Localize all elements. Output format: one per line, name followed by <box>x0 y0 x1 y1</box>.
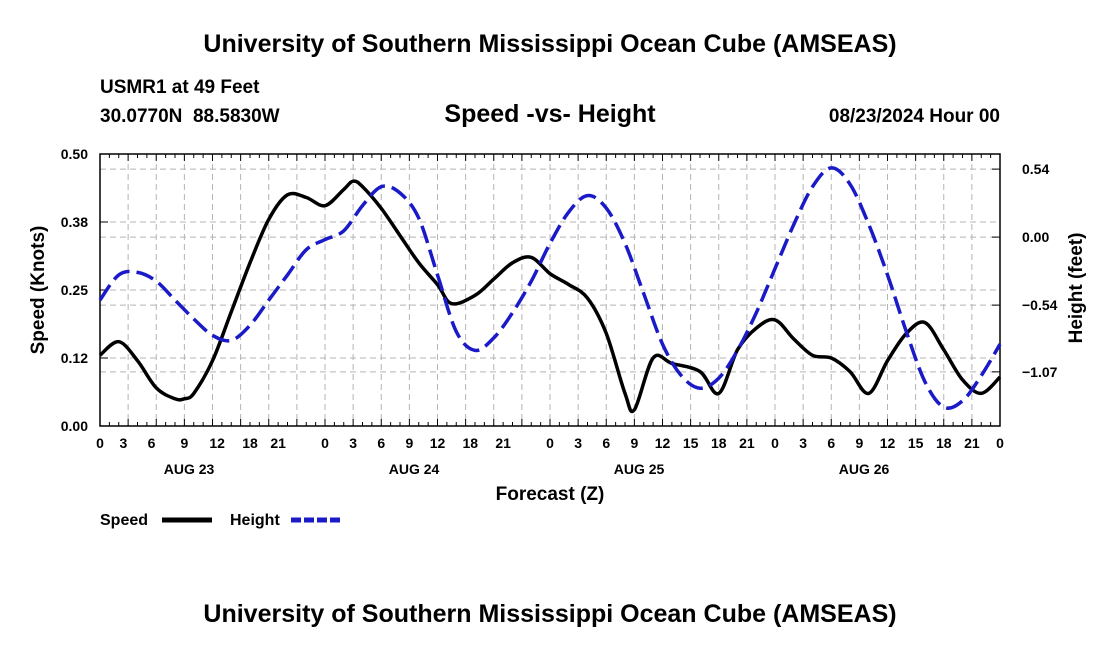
x-tick-label: 6 <box>148 435 156 451</box>
x-tick-label: 9 <box>630 435 638 451</box>
x-tick-label: 21 <box>739 435 755 451</box>
x-day-label: AUG 23 <box>164 461 215 477</box>
x-tick-label: 6 <box>602 435 610 451</box>
x-tick-label: 21 <box>270 435 286 451</box>
grid <box>100 154 1000 426</box>
x-tick-label: 12 <box>209 435 225 451</box>
x-tick-label: 0 <box>546 435 554 451</box>
x-tick-label: 9 <box>855 435 863 451</box>
x-tick-label: 6 <box>827 435 835 451</box>
x-tick-label: 12 <box>430 435 446 451</box>
y2-axis-label: Height (feet) <box>1066 233 1087 344</box>
x-tick-label: 18 <box>242 435 258 451</box>
x-tick-label: 15 <box>908 435 924 451</box>
x-tick-label: 6 <box>377 435 385 451</box>
y-axis-label: Speed (Knots) <box>28 226 49 355</box>
x-day-label: AUG 24 <box>389 461 440 477</box>
x-tick-label: 3 <box>349 435 357 451</box>
x-tick-label: 9 <box>405 435 413 451</box>
legend: Speed Height <box>100 512 342 529</box>
x-tick-label: 15 <box>683 435 699 451</box>
x-tick-label: 3 <box>799 435 807 451</box>
y-tick-label: 0.25 <box>61 282 88 298</box>
legend-label-speed: Speed <box>100 512 148 529</box>
x-tick-label: 18 <box>711 435 727 451</box>
page-title: University of Southern Mississippi Ocean… <box>203 30 897 58</box>
x-tick-label: 9 <box>180 435 188 451</box>
forecast-timestamp: 08/23/2024 Hour 00 <box>828 106 1000 127</box>
y-tick-label: 0.50 <box>61 146 88 162</box>
y2-tick-label: −1.07 <box>1022 364 1058 380</box>
y2-tick-label: 0.54 <box>1022 161 1049 177</box>
x-tick-label: 0 <box>996 435 1004 451</box>
axis-ticks: 0 3 6 9 12 18 21 0 3 6 9 12 18 21 0 3 6 9 12 15 18 21 0 3 6 9 12 15… <box>61 146 1058 477</box>
series-line-height <box>98 166 1002 410</box>
y2-tick-label: 0.00 <box>1022 229 1049 245</box>
x-tick-label: 21 <box>964 435 980 451</box>
x-tick-label: 12 <box>655 435 671 451</box>
y2-tick-label: −0.54 <box>1022 297 1058 313</box>
footer-title: University of Southern Mississippi Ocean… <box>203 600 897 628</box>
y-tick-label: 0.00 <box>61 418 88 434</box>
x-tick-label: 18 <box>936 435 952 451</box>
x-tick-label: 12 <box>880 435 896 451</box>
station-name: USMR1 at 49 Feet <box>100 77 260 98</box>
x-day-label: AUG 25 <box>614 461 665 477</box>
series-lines <box>98 166 1002 414</box>
series-line-speed <box>98 179 1002 414</box>
x-tick-label: 18 <box>463 435 479 451</box>
x-axis-label: Forecast (Z) <box>496 484 605 505</box>
x-tick-label: 0 <box>96 435 104 451</box>
y-tick-label: 0.12 <box>61 350 88 366</box>
x-tick-label: 0 <box>321 435 329 451</box>
x-tick-label: 3 <box>574 435 582 451</box>
chart-title: Speed -vs- Height <box>444 100 656 128</box>
x-tick-label: 3 <box>120 435 128 451</box>
x-tick-label: 0 <box>771 435 779 451</box>
x-day-label: AUG 26 <box>839 461 890 477</box>
y-tick-label: 0.38 <box>61 214 88 230</box>
station-coordinates: 30.0770N 88.5830W <box>100 106 280 127</box>
x-tick-label: 21 <box>495 435 511 451</box>
legend-label-height: Height <box>230 512 280 529</box>
